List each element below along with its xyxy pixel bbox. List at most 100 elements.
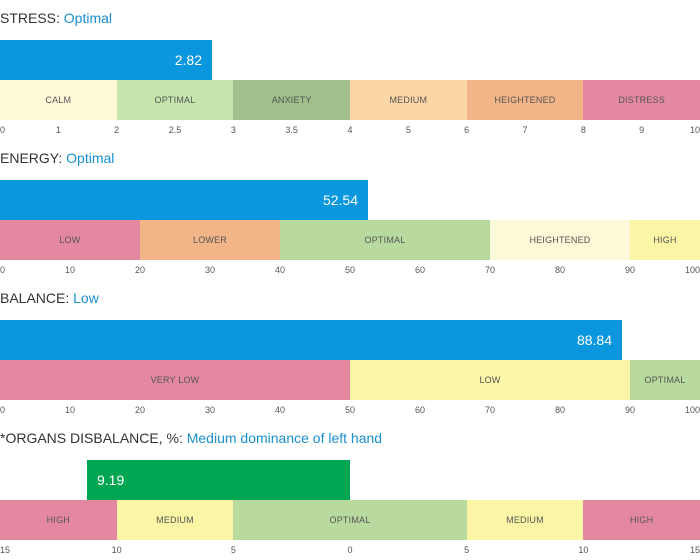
zone-band <box>350 360 630 400</box>
zone-band <box>583 80 700 120</box>
tick-label: 40 <box>274 265 286 275</box>
zone-band <box>116 80 234 120</box>
zone-label: MEDIUM <box>506 515 544 525</box>
zone-band <box>490 220 630 260</box>
gauge-label: ENERGY: <box>0 150 63 166</box>
zone-band <box>0 500 117 540</box>
zone-label: MEDIUM <box>389 95 428 105</box>
zone-label: MEDIUM <box>156 515 194 525</box>
gauge-title: ENERGY: Optimal <box>0 150 114 166</box>
tick-label: 10 <box>64 265 76 275</box>
zone-label: OPTIMAL <box>154 95 196 105</box>
zone-band <box>233 80 350 120</box>
tick-label: 9 <box>639 125 645 135</box>
zone-label: HIGH <box>46 515 70 525</box>
value-bar <box>0 40 212 80</box>
zone-label: CALM <box>45 95 72 105</box>
tick-label: 40 <box>274 405 286 415</box>
tick-label: 20 <box>134 265 146 275</box>
tick-label: 3 <box>230 125 236 135</box>
zone-label: LOW <box>479 375 501 385</box>
tick-label: 5 <box>230 545 236 555</box>
gauge-label: STRESS: <box>0 10 60 26</box>
zone-label: LOWER <box>192 235 227 245</box>
tick-label: 30 <box>204 405 216 415</box>
tick-label: 0 <box>0 125 6 135</box>
zone-label: LOW <box>59 235 81 245</box>
zone-band <box>583 500 700 540</box>
tick-label: 2.5 <box>168 125 182 135</box>
tick-label: 20 <box>134 405 146 415</box>
tick-label: 80 <box>554 405 566 415</box>
zone-band <box>0 360 350 400</box>
zone-band <box>280 220 490 260</box>
tick-label: 60 <box>414 405 426 415</box>
gauge-0: STRESS: Optimal 2.82 CALM OPTIMAL ANXIETY MED… <box>0 0 700 140</box>
zone-label: OPTIMAL <box>364 235 406 245</box>
gauge-title: STRESS: Optimal <box>0 10 112 26</box>
tick-label: 5 <box>464 545 470 555</box>
tick-label: 100 <box>684 405 700 415</box>
value-label: 2.82 <box>174 52 202 68</box>
zone-band <box>466 80 584 120</box>
value-bar <box>87 460 350 500</box>
tick-label: 10 <box>578 545 589 555</box>
zone-label: ANXIETY <box>271 95 312 105</box>
gauge-title: *ORGANS DISBALANCE, %: Medium dominance … <box>0 430 382 446</box>
zone-band <box>116 500 234 540</box>
gauge-status: Optimal <box>63 10 113 26</box>
tick-label: 0 <box>0 405 6 415</box>
tick-label: 90 <box>624 405 636 415</box>
tick-label: 60 <box>414 265 426 275</box>
tick-label: 15 <box>0 545 11 555</box>
zone-label: HEIGHTENED <box>529 235 591 245</box>
zone-label: DISTRESS <box>618 95 665 105</box>
zone-label: VERY LOW <box>150 375 200 385</box>
value-label: 52.54 <box>322 192 358 208</box>
tick-label: 70 <box>484 265 496 275</box>
tick-label: 10 <box>111 545 122 555</box>
gauge-1: ENERGY: Optimal 52.54 LOW LOWER OPTIMAL HEIGH… <box>0 140 700 280</box>
tick-label: 0 <box>347 545 353 555</box>
tick-label: 0 <box>0 265 6 275</box>
tick-label: 2 <box>114 125 120 135</box>
tick-label: 15 <box>689 545 700 555</box>
gauge-2: BALANCE: Low 88.84 VERY LOW LOW OPTIMAL 0 10 20… <box>0 280 700 420</box>
tick-label: 10 <box>64 405 76 415</box>
zone-band <box>0 80 117 120</box>
gauge-label: BALANCE: <box>0 290 70 306</box>
gauge-3: *ORGANS DISBALANCE, %: Medium dominance … <box>0 420 700 560</box>
tick-label: 7 <box>522 125 528 135</box>
zone-label: HEIGHTENED <box>494 95 556 105</box>
tick-label: 100 <box>684 265 700 275</box>
tick-label: 1 <box>55 125 61 135</box>
gauge-title: BALANCE: Low <box>0 290 99 306</box>
gauge-status: Low <box>73 290 99 306</box>
zone-band <box>466 500 584 540</box>
zone-band <box>140 220 280 260</box>
value-label: 9.19 <box>97 472 125 488</box>
tick-label: 8 <box>580 125 586 135</box>
gauge-label: *ORGANS DISBALANCE, %: <box>0 430 183 446</box>
tick-label: 50 <box>344 405 356 415</box>
tick-label: 90 <box>624 265 636 275</box>
tick-label: 10 <box>689 125 700 135</box>
tick-label: 4 <box>347 125 353 135</box>
zone-label: OPTIMAL <box>329 515 371 525</box>
tick-label: 70 <box>484 405 496 415</box>
zone-label: HIGH <box>630 515 654 525</box>
zone-band <box>233 500 467 540</box>
tick-label: 80 <box>554 265 566 275</box>
value-bar <box>0 180 368 220</box>
zone-label: HIGH <box>653 235 677 245</box>
tick-label: 30 <box>204 265 216 275</box>
zone-band <box>350 80 467 120</box>
zone-band <box>630 220 700 260</box>
tick-label: 3.5 <box>285 125 298 135</box>
tick-label: 50 <box>344 265 356 275</box>
value-label: 88.84 <box>576 332 612 348</box>
tick-label: 5 <box>405 125 411 135</box>
tick-label: 6 <box>464 125 470 135</box>
zone-band <box>0 220 140 260</box>
gauge-status: Optimal <box>66 150 115 166</box>
